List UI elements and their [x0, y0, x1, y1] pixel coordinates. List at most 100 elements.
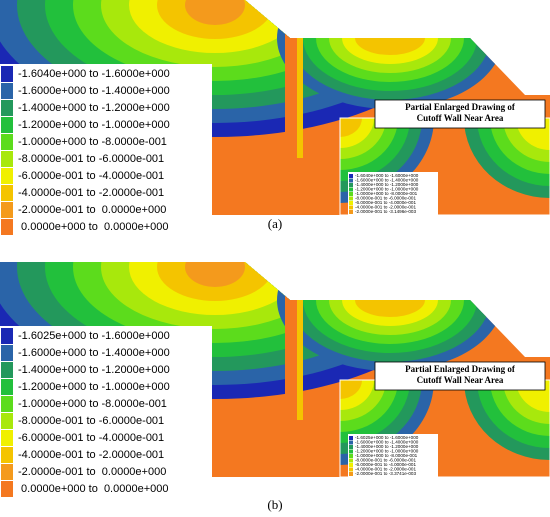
legend-swatch [1, 66, 13, 82]
inset-legend-swatch [349, 174, 353, 178]
inset-legend-label: -1.2000e+000 to -1.0000e+000 [355, 187, 419, 192]
legend-swatch [1, 379, 13, 395]
legend-label: -4.0000e-001 to -2.0000e-001 [18, 449, 164, 461]
legend-swatch [1, 328, 13, 344]
band [185, 0, 245, 25]
legend-swatch [1, 447, 13, 463]
legend-swatch [1, 219, 13, 235]
legend-label: -1.6040e+000 to -1.6000e+000 [18, 68, 170, 80]
inset-title: Cutoff Wall Near Area [417, 113, 504, 123]
legend-swatch [1, 481, 13, 497]
cutoff-wall-edge [297, 38, 303, 158]
legend-label: -8.0000e-001 to -6.0000e-001 [18, 415, 164, 427]
inset-legend-label: -8.0000e-001 to -6.0000e-001 [355, 196, 416, 201]
legend-label: 0.0000e+000 to 0.0000e+000 [18, 483, 168, 495]
legend-swatch [1, 168, 13, 184]
legend-label: -1.0000e+000 to -8.0000e-001 [18, 136, 167, 148]
inset-legend-swatch [349, 436, 353, 440]
inset-legend-label: -1.6000e+000 to -1.4000e+000 [355, 440, 419, 445]
inset-legend-swatch [349, 445, 353, 449]
inset-legend-label: -1.6025e+000 to -1.6000e+000 [355, 435, 419, 440]
legend-swatch [1, 345, 13, 361]
inset-legend-swatch [349, 192, 353, 196]
inset-legend-swatch [349, 463, 353, 467]
inset-legend-swatch [349, 210, 353, 214]
inset-legend-label: -1.0000e+000 to -8.0000e-001 [355, 453, 418, 458]
inset-legend-swatch [349, 205, 353, 210]
legend-label: -1.4000e+000 to -1.2000e+000 [18, 102, 170, 114]
cutoff-wall [285, 20, 297, 215]
legend-swatch [1, 134, 13, 150]
legend-swatch [1, 202, 13, 218]
band [340, 380, 362, 399]
legend-swatch [1, 430, 13, 446]
legend-swatch [1, 464, 13, 480]
inset-legend-label: -2.0000e-001 to -3.1496e-003 [355, 209, 416, 214]
panel: -1.6040e+000 to -1.6000e+000 -1.6000e+000… [0, 0, 550, 238]
legend-label: -6.0000e-001 to -4.0000e-001 [18, 432, 164, 444]
band [185, 262, 245, 287]
band [340, 118, 362, 137]
inset-legend-label: -1.6000e+000 to -1.4000e+000 [355, 178, 419, 183]
legend-bg [0, 64, 212, 238]
inset-legend-label: -2.0000e-001 to -3.3741e-003 [355, 471, 416, 476]
inset-legend-label: -6.0000e-001 to -4.0000e-001 [355, 462, 416, 467]
legend-label: -2.0000e-001 to 0.0000e+000 [18, 204, 166, 216]
legend-label: -2.0000e-001 to 0.0000e+000 [18, 466, 166, 478]
legend-label: -1.4000e+000 to -1.2000e+000 [18, 364, 170, 376]
legend-label: -6.0000e-001 to -4.0000e-001 [18, 170, 164, 182]
legend-swatch [1, 396, 13, 412]
legend-swatch [1, 100, 13, 116]
legend-label: -1.2000e+000 to -1.0000e+000 [18, 381, 170, 393]
inset-legend-label: -1.2000e+000 to -1.0000e+000 [355, 449, 419, 454]
inset-title-box [374, 99, 546, 129]
inset-title: Partial Enlarged Drawing of [405, 102, 516, 112]
inset-legend-bg [348, 172, 438, 215]
inset-legend-swatch [349, 201, 353, 205]
inset-legend-swatch [349, 454, 353, 458]
inset-legend-swatch [349, 183, 353, 187]
inset-legend-swatch [349, 472, 353, 476]
legend-swatch [1, 362, 13, 378]
inset-legend-swatch [349, 458, 353, 463]
band [355, 21, 425, 55]
inset-legend-swatch [349, 187, 353, 192]
legend-label: -1.0000e+000 to -8.0000e-001 [18, 398, 167, 410]
inset-legend-label: -1.0000e+000 to -8.0000e-001 [355, 191, 418, 196]
legend-swatch [1, 413, 13, 429]
legend-bg [0, 326, 212, 500]
inset-title: Cutoff Wall Near Area [417, 375, 504, 385]
inset-legend-swatch [349, 196, 353, 201]
cutoff-wall [285, 282, 297, 477]
inset-legend-bg [348, 434, 438, 477]
inset-legend-label: -6.0000e-001 to -4.0000e-001 [355, 200, 416, 205]
panel-label: (b) [267, 497, 282, 512]
band [355, 283, 425, 317]
legend-label: -1.6025e+000 to -1.6000e+000 [18, 330, 170, 342]
cutoff-wall-edge [297, 300, 303, 420]
legend-label: -8.0000e-001 to -6.0000e-001 [18, 153, 164, 165]
cutoff-wall [440, 380, 452, 477]
legend-swatch [1, 151, 13, 167]
legend-label: -1.2000e+000 to -1.0000e+000 [18, 119, 170, 131]
legend-label: 0.0000e+000 to 0.0000e+000 [18, 221, 168, 233]
inset-legend-swatch [349, 440, 353, 445]
legend-swatch [1, 83, 13, 99]
panel-label: (a) [268, 216, 282, 231]
inset-legend-label: -1.4000e+000 to -1.2000e+000 [355, 182, 419, 187]
legend-label: -1.6000e+000 to -1.4000e+000 [18, 347, 170, 359]
cutoff-wall [440, 118, 452, 215]
inset-legend-label: -4.0000e-001 to -2.0000e-001 [355, 467, 416, 472]
legend-swatch [1, 117, 13, 133]
inset-title-box [374, 361, 546, 391]
legend-swatch [1, 185, 13, 201]
inset-legend-label: -4.0000e-001 to -2.0000e-001 [355, 205, 416, 210]
legend-label: -4.0000e-001 to -2.0000e-001 [18, 187, 164, 199]
legend-label: -1.6000e+000 to -1.4000e+000 [18, 85, 170, 97]
inset-legend-swatch [349, 449, 353, 454]
inset-legend-label: -1.4000e+000 to -1.2000e+000 [355, 444, 419, 449]
inset-legend-swatch [349, 178, 353, 183]
inset-title: Partial Enlarged Drawing of [405, 364, 516, 374]
inset-legend-swatch [349, 467, 353, 472]
